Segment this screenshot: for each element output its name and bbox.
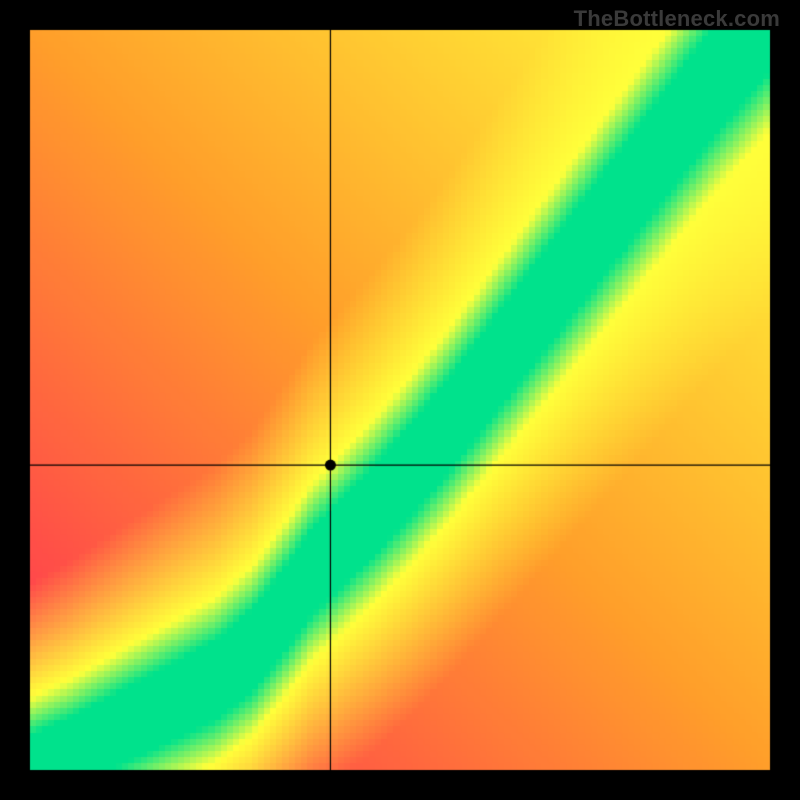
chart-container: TheBottleneck.com [0,0,800,800]
heatmap-canvas [0,0,800,800]
